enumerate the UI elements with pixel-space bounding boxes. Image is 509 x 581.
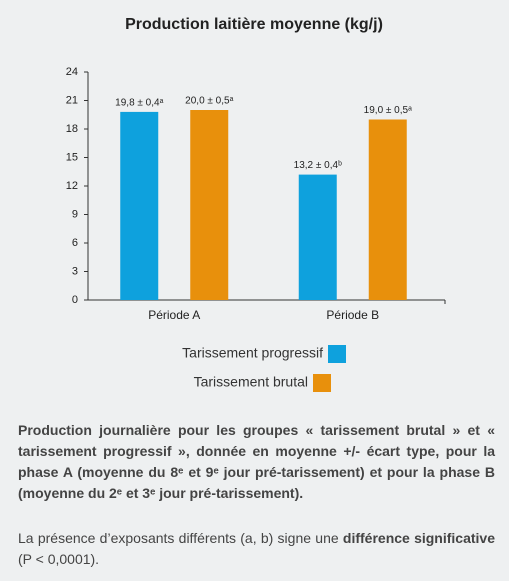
bar — [190, 110, 229, 300]
y-tick-label: 0 — [72, 294, 78, 306]
legend-label: Tarissement progressif — [182, 345, 323, 361]
caption-text: La présence d’exposants différents (a, b… — [18, 530, 343, 546]
x-tick-label: Période A — [148, 308, 200, 322]
y-tick-label: 18 — [66, 123, 78, 135]
caption-bold: différence significative — [342, 530, 495, 546]
chart: Production laitière moyenne (kg/j) 0 3 6 9 1… — [66, 16, 446, 392]
legend-label: Tarissement brutal — [194, 374, 308, 390]
value-label: 19,8 ± 0,4ᵃ — [115, 98, 163, 109]
caption-note: La présence d’exposants différents (a, b… — [18, 528, 495, 570]
y-tick-label: 9 — [72, 208, 78, 220]
y-tick-label: 24 — [66, 66, 78, 78]
caption-text: (P < 0,0001). — [18, 551, 100, 567]
legend-swatch — [328, 345, 346, 363]
caption-main: Production journalière pour les groupes … — [18, 422, 495, 501]
bar — [368, 119, 407, 300]
bar — [120, 111, 159, 301]
y-tick-label: 21 — [66, 94, 78, 106]
y-tick-label: 3 — [72, 265, 78, 277]
chart-title: Production laitière moyenne (kg/j) — [125, 16, 383, 33]
y-tick-label: 15 — [66, 151, 78, 163]
legend-swatch — [313, 374, 331, 392]
x-tick-label: Période B — [326, 308, 379, 322]
value-label: 13,2 ± 0,4ᵇ — [294, 160, 342, 171]
value-label: 20,0 ± 0,5ᵃ — [185, 96, 233, 107]
y-tick-label: 12 — [66, 180, 78, 192]
bar — [298, 174, 337, 300]
value-label: 19,0 ± 0,5ᵃ — [364, 105, 412, 116]
y-tick-label: 6 — [72, 237, 78, 249]
